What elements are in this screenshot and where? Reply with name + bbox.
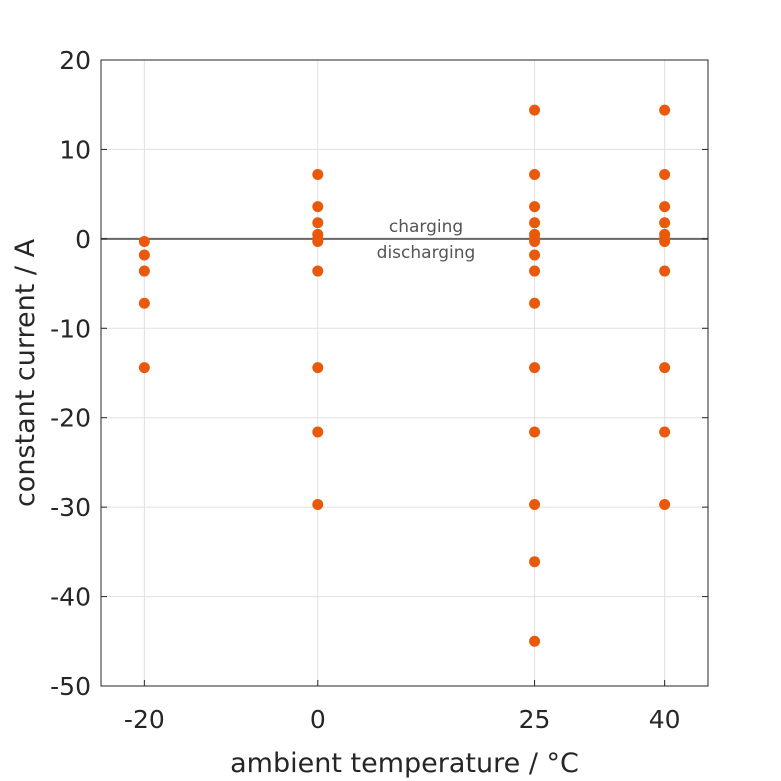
data-point (659, 104, 671, 116)
discharging-annotation: discharging (377, 243, 476, 263)
y-tick-label: -40 (50, 583, 91, 612)
x-tick-label: 40 (649, 705, 681, 734)
y-tick-label: -10 (50, 314, 91, 343)
y-tick-label: -20 (50, 404, 91, 433)
data-point (138, 362, 150, 374)
data-point (312, 236, 324, 248)
data-point (659, 426, 671, 438)
data-point (312, 217, 324, 229)
y-tick-label: -50 (50, 672, 91, 701)
data-point (529, 556, 541, 568)
data-point (312, 265, 324, 277)
data-point (138, 249, 150, 261)
data-point (312, 362, 324, 374)
data-point (312, 426, 324, 438)
y-tick-label: 0 (75, 225, 91, 254)
data-point (138, 236, 150, 248)
data-point (138, 297, 150, 309)
data-points (138, 104, 671, 647)
y-tick-label: -30 (50, 493, 91, 522)
data-point (659, 498, 671, 510)
data-point (529, 297, 541, 309)
data-point (529, 104, 541, 116)
data-point (529, 217, 541, 229)
data-point (529, 201, 541, 213)
data-point (529, 426, 541, 438)
data-point (659, 265, 671, 277)
data-point (312, 498, 324, 510)
x-tick-label: 0 (310, 705, 326, 734)
x-tick-label: -20 (124, 705, 165, 734)
data-point (138, 265, 150, 277)
data-point (529, 362, 541, 374)
data-point (529, 249, 541, 261)
y-tick-label: 10 (59, 135, 91, 164)
charging-annotation: charging (389, 217, 463, 237)
data-point (659, 217, 671, 229)
data-point (659, 236, 671, 248)
grid (101, 59, 708, 687)
data-point (659, 201, 671, 213)
y-tick-label: 20 (59, 46, 91, 75)
y-axis-title: constant current / A (10, 238, 41, 507)
data-point (312, 168, 324, 180)
data-point (659, 362, 671, 374)
plot-frame (100, 59, 709, 687)
data-point (529, 635, 541, 647)
data-point (659, 168, 671, 180)
data-point (529, 498, 541, 510)
x-axis-title: ambient temperature / °C (230, 748, 579, 779)
x-tick-label: 25 (519, 705, 551, 734)
data-point (529, 265, 541, 277)
axis-ticks: -20 0 25 40 20 10 0 -10 -20 -30 -40 -50 (50, 46, 708, 734)
data-point (312, 201, 324, 213)
data-point (529, 236, 541, 248)
data-point (529, 168, 541, 180)
